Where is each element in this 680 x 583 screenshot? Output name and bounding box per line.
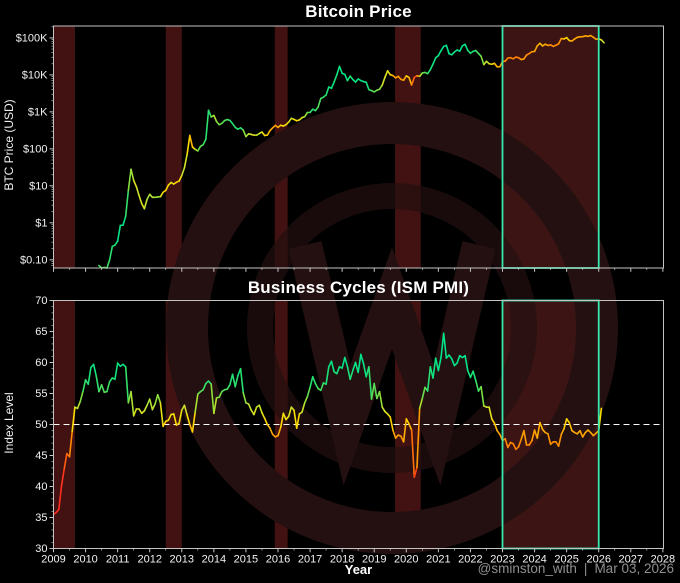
attribution: @sminston_with | Mar 03, 2026 <box>478 561 674 576</box>
svg-text:2012: 2012 <box>137 554 161 566</box>
svg-text:$10K: $10K <box>22 69 48 81</box>
svg-text:2011: 2011 <box>106 554 130 566</box>
svg-text:2020: 2020 <box>394 554 418 566</box>
watermark-logo <box>166 102 618 554</box>
svg-text:2023: 2023 <box>490 554 514 566</box>
btc-chart-title: Bitcoin Price <box>305 2 412 21</box>
svg-text:2018: 2018 <box>330 554 354 566</box>
svg-text:$10: $10 <box>29 180 47 192</box>
svg-text:2017: 2017 <box>298 554 322 566</box>
svg-text:2026: 2026 <box>586 554 610 566</box>
svg-text:50: 50 <box>35 419 47 431</box>
svg-text:2010: 2010 <box>73 554 97 566</box>
svg-text:2013: 2013 <box>170 554 194 566</box>
svg-text:55: 55 <box>35 388 47 400</box>
svg-text:2015: 2015 <box>234 554 258 566</box>
svg-text:65: 65 <box>35 326 47 338</box>
svg-text:2022: 2022 <box>458 554 482 566</box>
svg-text:2016: 2016 <box>266 554 290 566</box>
author-handle: @sminston_with <box>477 561 577 576</box>
svg-text:2009: 2009 <box>41 554 65 566</box>
svg-text:$1: $1 <box>35 217 47 229</box>
svg-text:40: 40 <box>35 481 47 493</box>
svg-text:$100: $100 <box>23 143 47 155</box>
svg-text:70: 70 <box>35 295 47 307</box>
svg-text:$1K: $1K <box>28 106 48 118</box>
footer-date: Mar 03, 2026 <box>594 561 674 576</box>
btc-y-axis-label: BTC Price (USD) <box>2 99 16 191</box>
svg-text:45: 45 <box>35 450 47 462</box>
svg-text:2028: 2028 <box>651 554 675 566</box>
pmi-chart-title: Business Cycles (ISM PMI) <box>247 278 470 297</box>
svg-text:2024: 2024 <box>522 554 546 566</box>
x-axis-label: Year <box>344 562 373 577</box>
svg-text:35: 35 <box>35 512 47 524</box>
svg-text:2021: 2021 <box>426 554 450 566</box>
svg-text:60: 60 <box>35 357 47 369</box>
svg-text:30: 30 <box>35 543 47 555</box>
svg-text:2025: 2025 <box>554 554 578 566</box>
svg-text:2027: 2027 <box>619 554 643 566</box>
svg-text:2019: 2019 <box>362 554 386 566</box>
pmi-y-axis-label: Index Level <box>2 392 16 454</box>
svg-text:$100K: $100K <box>16 32 48 44</box>
footer-separator: | <box>583 561 588 576</box>
svg-text:2014: 2014 <box>202 554 226 566</box>
svg-text:$0.10: $0.10 <box>20 254 48 266</box>
